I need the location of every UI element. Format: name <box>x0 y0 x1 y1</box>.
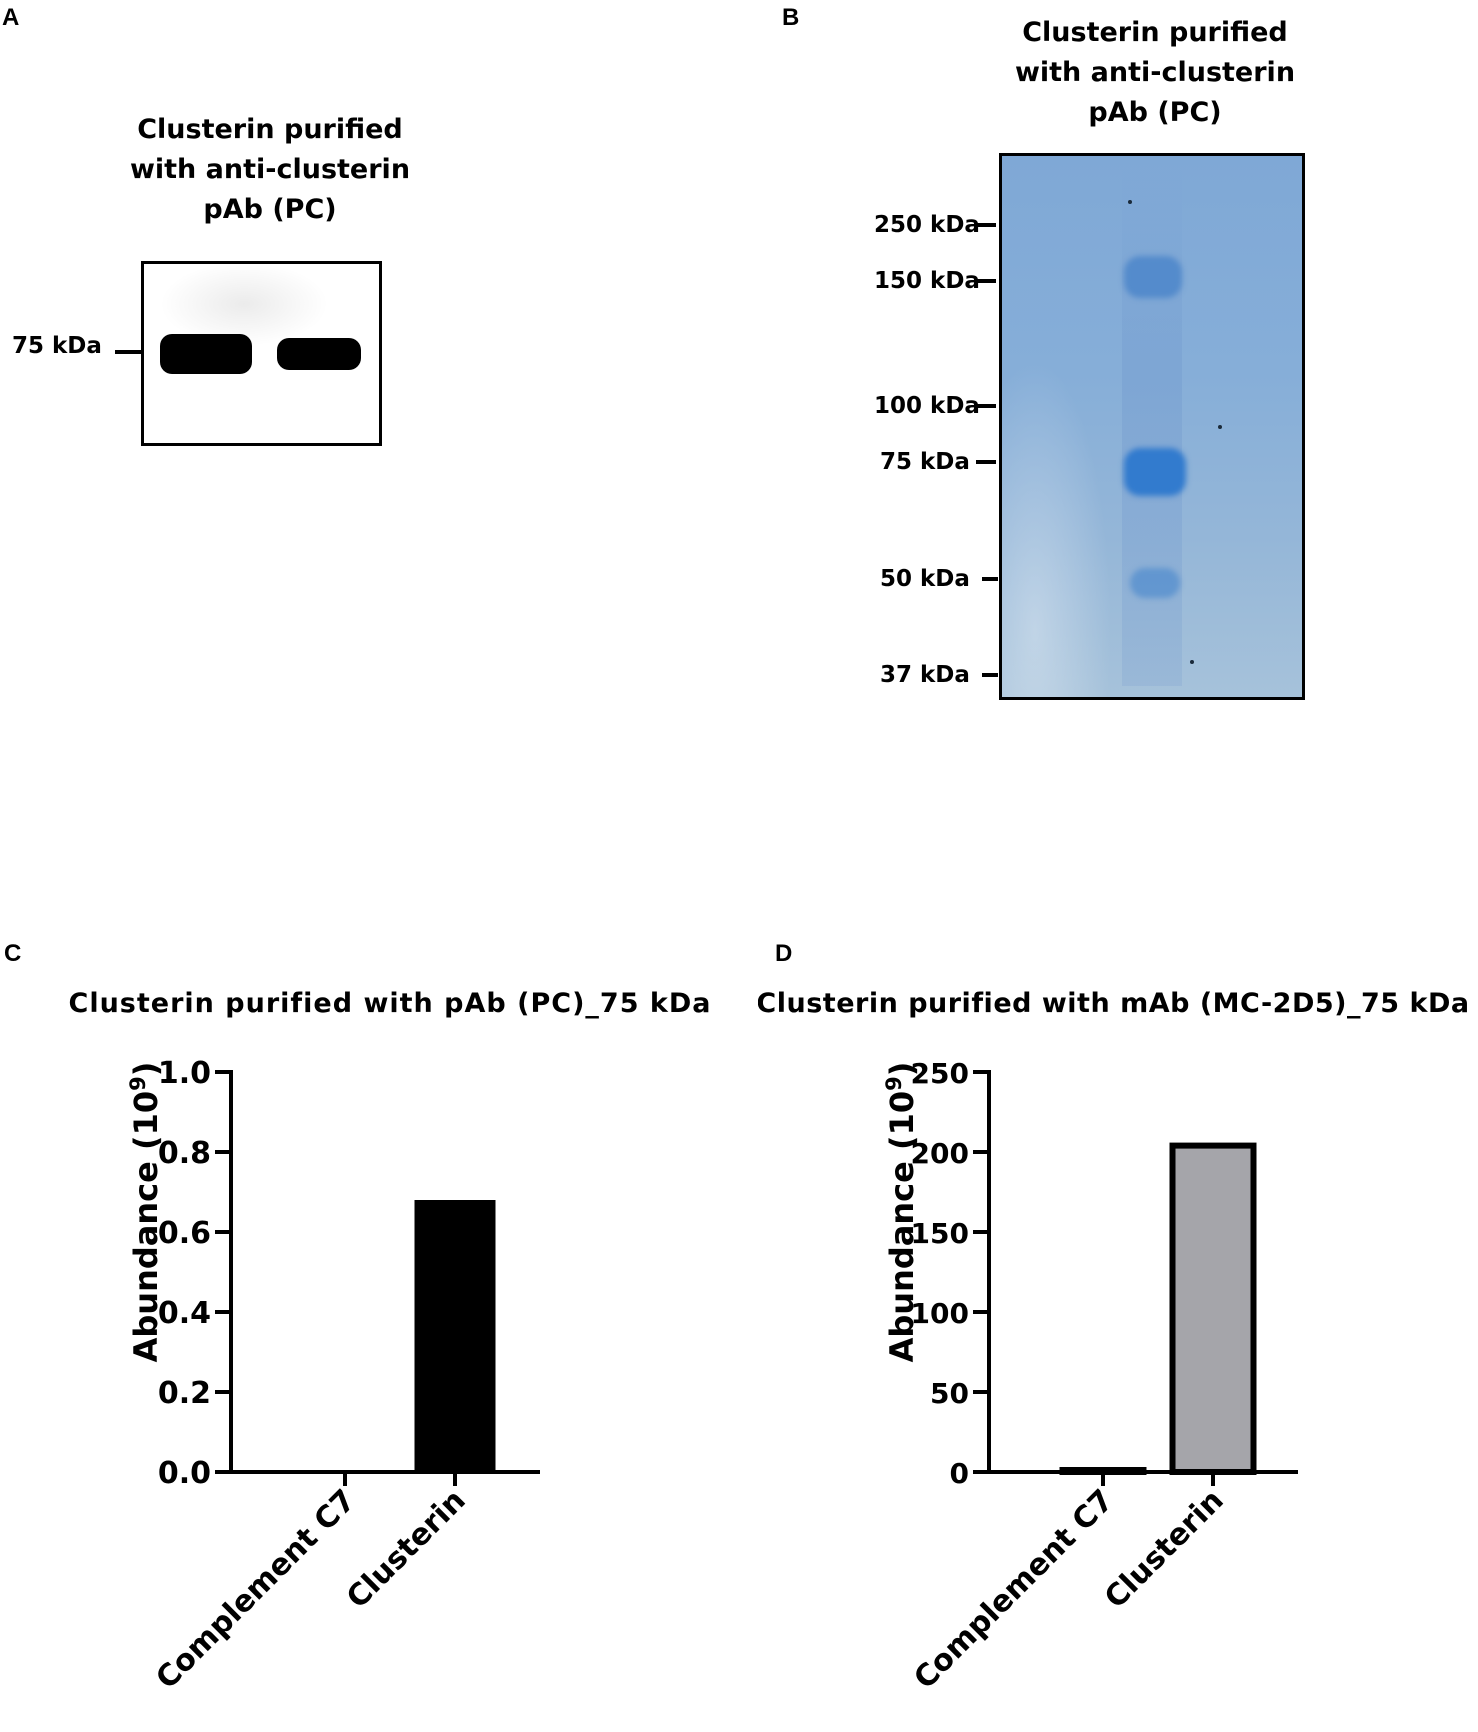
panel-b-marker-tick-100 <box>976 404 996 408</box>
panel-b-marker-37: 37 kDa <box>880 662 970 688</box>
y-tick-label: 50 <box>930 1377 969 1410</box>
chart-c-ylabel-close: ) <box>127 1062 165 1077</box>
y-tick-label: 0.4 <box>158 1296 211 1331</box>
coomassie-gel-image <box>999 153 1305 700</box>
chart-c-ylabel: Abundance (109) <box>126 1062 165 1363</box>
y-tick-label: 0.0 <box>158 1456 211 1491</box>
panel-b-marker-150: 150 kDa <box>874 268 980 294</box>
panel-b-marker-tick-37 <box>982 673 998 677</box>
chart-d-ylabel-text: Abundance (10 <box>883 1091 921 1362</box>
panel-b-title-line-1: Clusterin purified <box>1022 17 1288 48</box>
y-tick-label: 250 <box>911 1057 969 1090</box>
panel-b-title: Clusterin purified with anti-clusterin p… <box>1000 13 1310 133</box>
gel-background-texture <box>1002 357 1112 697</box>
panel-c-letter: C <box>4 940 22 967</box>
panel-b-marker-100: 100 kDa <box>874 393 980 419</box>
gel-band-150 <box>1124 256 1182 298</box>
panel-a-title-line-1: Clusterin purified <box>137 114 403 145</box>
y-tick-label: 200 <box>911 1137 969 1170</box>
panel-b-marker-tick-250 <box>976 223 996 227</box>
panel-b-marker-250: 250 kDa <box>874 212 980 238</box>
panel-b-marker-tick-150 <box>976 279 996 283</box>
chart-d-ylabel-exponent: 9 <box>882 1076 906 1091</box>
y-tick-label: 0 <box>950 1457 969 1490</box>
panel-b-letter: B <box>782 4 800 31</box>
chart-d-title: Clusterin purified with mAb (MC-2D5)_75 … <box>758 988 1470 1019</box>
bar-complement-c7 <box>304 1470 386 1472</box>
chart-c-ylabel-exponent: 9 <box>126 1076 150 1091</box>
bar-chart-d: Clusterin purified with mAb (MC-2D5)_75 … <box>758 988 1470 1696</box>
panel-b-marker-50: 50 kDa <box>880 566 970 592</box>
western-blot-band-1 <box>160 334 252 374</box>
y-tick-label: 1.0 <box>158 1056 211 1091</box>
x-tick-label: Clusterin <box>1098 1483 1231 1616</box>
gel-artifact-dot <box>1218 425 1222 429</box>
gel-band-75 <box>1124 448 1186 496</box>
western-blot-image <box>141 261 382 446</box>
panel-a-marker-tick <box>115 350 143 354</box>
panel-a-marker-label: 75 kDa <box>12 333 102 359</box>
bar-clusterin <box>414 1200 496 1472</box>
gel-artifact-dot <box>1128 200 1132 204</box>
chart-c-ylabel-text: Abundance (10 <box>127 1091 165 1362</box>
panel-b-title-line-2: with anti-clusterin <box>1014 57 1296 88</box>
panel-a-letter: A <box>2 4 20 31</box>
chart-d-ylabel-close: ) <box>883 1062 921 1077</box>
panel-d-letter: D <box>775 940 793 967</box>
y-tick-label: 0.2 <box>158 1376 211 1411</box>
bar-complement-c7 <box>1059 1467 1147 1475</box>
y-tick-label: 0.6 <box>158 1216 211 1251</box>
y-tick-label: 100 <box>911 1297 969 1330</box>
x-tick-label: Clusterin <box>340 1483 473 1616</box>
gel-sample-lane <box>1122 166 1182 686</box>
x-tick-label: Complement C7 <box>149 1483 362 1696</box>
y-tick-label: 150 <box>911 1217 969 1250</box>
x-tick-label: Complement C7 <box>907 1483 1120 1696</box>
panel-a-title-line-2: with anti-clusterin <box>129 154 411 185</box>
panel-b-marker-tick-50 <box>982 577 998 581</box>
panel-a-title-line-3: pAb (PC) <box>203 194 337 225</box>
chart-d-ylabel: Abundance (109) <box>882 1062 921 1363</box>
panel-a-title: Clusterin purified with anti-clusterin p… <box>120 110 420 230</box>
bar-chart-c: Clusterin purified with pAb (PC)_75 kDa … <box>69 988 712 1696</box>
western-blot-band-2 <box>277 338 361 370</box>
panel-b-marker-75: 75 kDa <box>880 449 970 475</box>
panel-b-title-line-3: pAb (PC) <box>1088 97 1222 128</box>
chart-c-title: Clusterin purified with pAb (PC)_75 kDa <box>69 988 712 1019</box>
gel-band-50 <box>1130 568 1180 598</box>
gel-artifact-dot <box>1190 660 1194 664</box>
bar-clusterin <box>1169 1142 1257 1475</box>
panel-b-marker-tick-75 <box>976 460 996 464</box>
y-tick-label: 0.8 <box>158 1136 211 1171</box>
